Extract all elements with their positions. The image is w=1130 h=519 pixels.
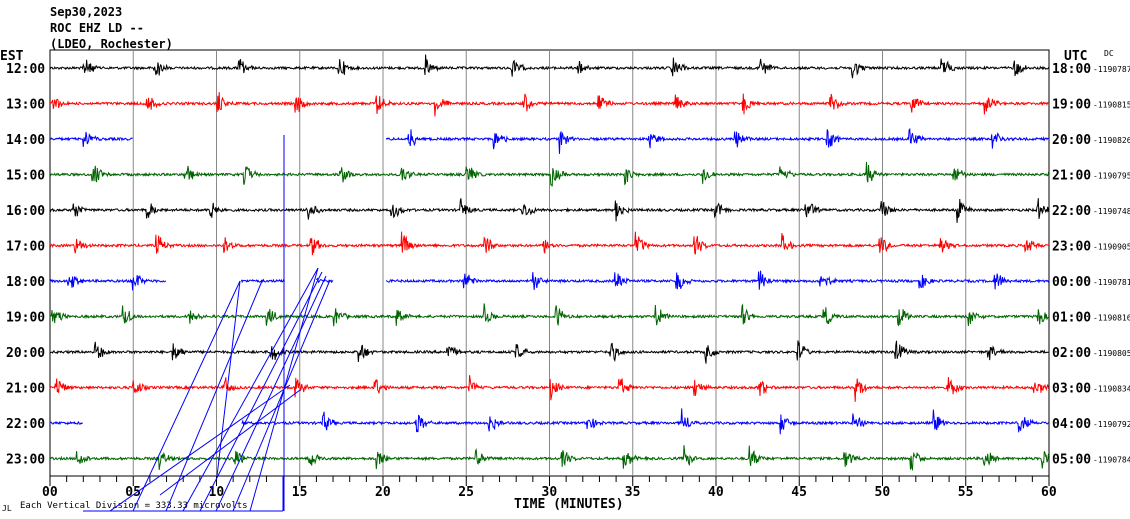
utc-hour-label: 20:00	[1052, 133, 1091, 148]
seismic-trace	[385, 127, 1050, 154]
trace-artifact-line	[182, 267, 319, 512]
est-hour-label: 20:00	[6, 346, 45, 361]
x-tick-label: 05	[125, 485, 141, 500]
dc-offset-label: -1190834	[1093, 385, 1130, 394]
est-hour-label: 15:00	[6, 169, 45, 184]
x-tick-label: 25	[458, 485, 474, 500]
x-tick-label: 10	[209, 485, 225, 500]
est-hour-label: 13:00	[6, 98, 45, 113]
scale-note: Each Vertical Division = 333.33 microvol…	[20, 501, 248, 511]
dc-offset-label: -1190805	[1093, 349, 1130, 358]
x-tick-label: 15	[292, 485, 308, 500]
dc-offset-label: -1190795	[1093, 172, 1130, 181]
utc-hour-label: 02:00	[1052, 346, 1091, 361]
seismic-trace	[49, 445, 1050, 472]
utc-axis-title: UTC	[1064, 49, 1087, 64]
dc-offset-label: -1190815	[1093, 101, 1130, 110]
est-hour-label: 22:00	[6, 417, 45, 432]
dc-offset-label: -1190905	[1093, 243, 1130, 252]
est-axis-title: EST	[0, 49, 24, 64]
trace-artifact-line	[109, 384, 291, 512]
utc-hour-label: 19:00	[1052, 98, 1091, 113]
est-hour-label: 14:00	[6, 133, 45, 148]
trace-artifact-line	[159, 389, 301, 496]
utc-hour-label: 23:00	[1052, 240, 1091, 255]
x-tick-label: 35	[625, 485, 641, 500]
station-label: ROC EHZ LD --	[50, 21, 144, 35]
est-hour-label: 16:00	[6, 204, 45, 219]
x-tick-label: 50	[875, 485, 891, 500]
seismic-trace	[49, 54, 1050, 79]
dc-offset-label: -1190781	[1093, 278, 1130, 287]
est-hour-label: 19:00	[6, 311, 45, 326]
est-hour-label: 18:00	[6, 275, 45, 290]
seismic-trace	[49, 131, 133, 147]
seismic-trace	[385, 270, 1050, 290]
utc-hour-label: 05:00	[1052, 453, 1091, 468]
trace-artifact-line	[215, 275, 327, 512]
seismic-trace	[49, 161, 1050, 187]
x-tick-label: 30	[542, 485, 558, 500]
x-tick-label: 40	[708, 485, 724, 500]
dc-title: DC	[1104, 49, 1114, 58]
network-label: (LDEO, Rochester)	[50, 37, 173, 51]
utc-hour-label: 04:00	[1052, 417, 1091, 432]
seismic-trace	[316, 277, 334, 284]
x-tick-label: 45	[791, 485, 807, 500]
dc-offset-label: -1190787	[1093, 65, 1130, 74]
utc-hour-label: 18:00	[1052, 62, 1091, 77]
seismic-trace	[49, 340, 1049, 364]
est-hour-label: 21:00	[6, 382, 45, 397]
seismic-trace	[241, 278, 285, 284]
utc-hour-label: 03:00	[1052, 382, 1091, 397]
x-tick-label: 20	[375, 485, 391, 500]
dc-offset-label: -1190826	[1093, 136, 1130, 145]
dc-offset-label: -1190748	[1093, 207, 1130, 216]
trace-artifact-line	[216, 280, 241, 477]
dc-offset-label: -1190816	[1093, 314, 1130, 323]
trace-artifact-line	[132, 280, 241, 512]
trace-artifact-line	[165, 280, 263, 512]
utc-hour-label: 00:00	[1052, 275, 1091, 290]
x-tick-label: 60	[1041, 485, 1057, 500]
est-hour-label: 23:00	[6, 453, 45, 468]
est-hour-label: 12:00	[6, 62, 45, 77]
est-hour-label: 17:00	[6, 240, 45, 255]
trace-artifact-line	[232, 279, 331, 512]
dc-offset-label: -1190792	[1093, 420, 1130, 429]
corner-mark: JL	[2, 504, 12, 513]
x-axis-label: TIME (MINUTES)	[514, 497, 624, 512]
utc-hour-label: 22:00	[1052, 204, 1091, 219]
seismic-trace	[49, 92, 1050, 117]
seismic-trace	[49, 231, 1050, 256]
utc-hour-label: 01:00	[1052, 311, 1091, 326]
seismic-trace	[49, 198, 1050, 223]
trace-artifact-line	[199, 271, 323, 512]
seismic-trace	[49, 274, 167, 291]
seismic-trace	[49, 303, 1050, 327]
dc-offset-label: -1190784	[1093, 456, 1130, 465]
date-label: Sep30,2023	[50, 5, 123, 19]
utc-hour-label: 21:00	[1052, 169, 1091, 184]
seismic-trace	[49, 375, 1050, 402]
x-tick-label: 55	[958, 485, 974, 500]
seismic-trace	[49, 420, 83, 426]
seismic-trace	[241, 408, 1049, 435]
x-tick-label: 00	[42, 485, 58, 500]
